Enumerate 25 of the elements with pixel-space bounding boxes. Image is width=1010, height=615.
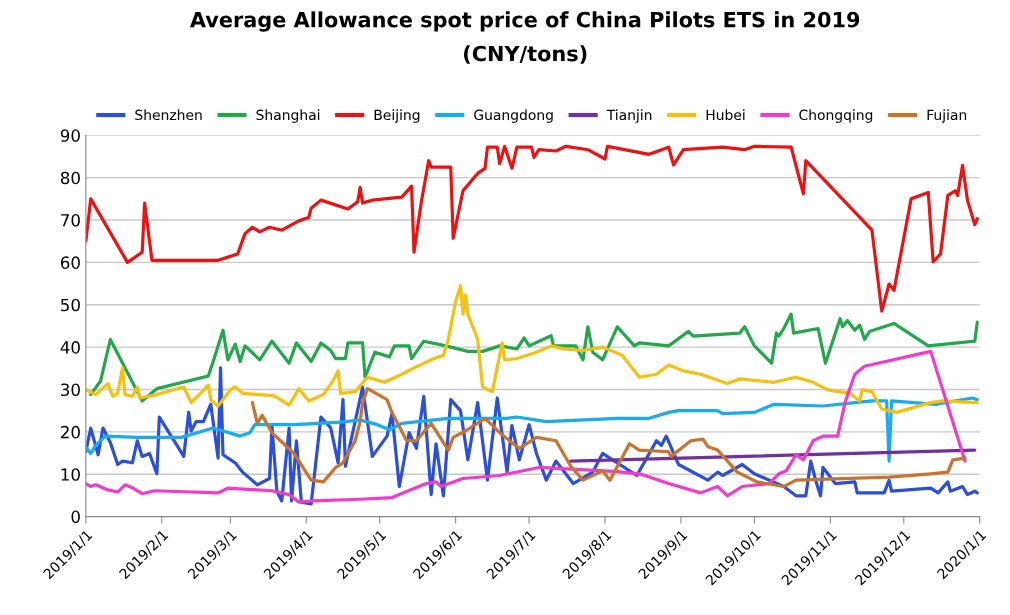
y-tick-label: 90: [60, 129, 80, 142]
line-series: [89, 312, 979, 403]
line-series: [85, 284, 979, 414]
legend-label: Hubei: [706, 109, 745, 121]
y-tick-label: 70: [61, 214, 80, 227]
legend-label: Shanghai: [256, 109, 320, 123]
legend-label: Fujian: [927, 109, 967, 123]
y-tick-label: 0: [71, 510, 80, 524]
line-series: [250, 387, 967, 489]
y-tick-label: 80: [60, 171, 80, 185]
legend-label: Beijing: [374, 109, 420, 123]
y-tick-label: 40: [60, 341, 80, 354]
legend-label: Tianjin: [606, 109, 652, 123]
chart-title: Average Allowance spot price of China Pilots ETS in 2019: [189, 11, 860, 32]
y-tick-label: 50: [61, 298, 80, 312]
legend-label: Guangdong: [474, 109, 553, 123]
y-tick-label: 20: [61, 425, 80, 439]
legend-label: Shenzhen: [135, 109, 202, 121]
line-series: [85, 396, 979, 463]
line-series: [85, 144, 979, 313]
y-tick-label: 10: [61, 468, 80, 481]
legend-label: Chongqing: [799, 109, 873, 123]
y-tick-label: 60: [60, 256, 80, 269]
chart-subtitle: (CNY/tons): [464, 45, 587, 64]
y-tick-label: 30: [61, 383, 80, 397]
